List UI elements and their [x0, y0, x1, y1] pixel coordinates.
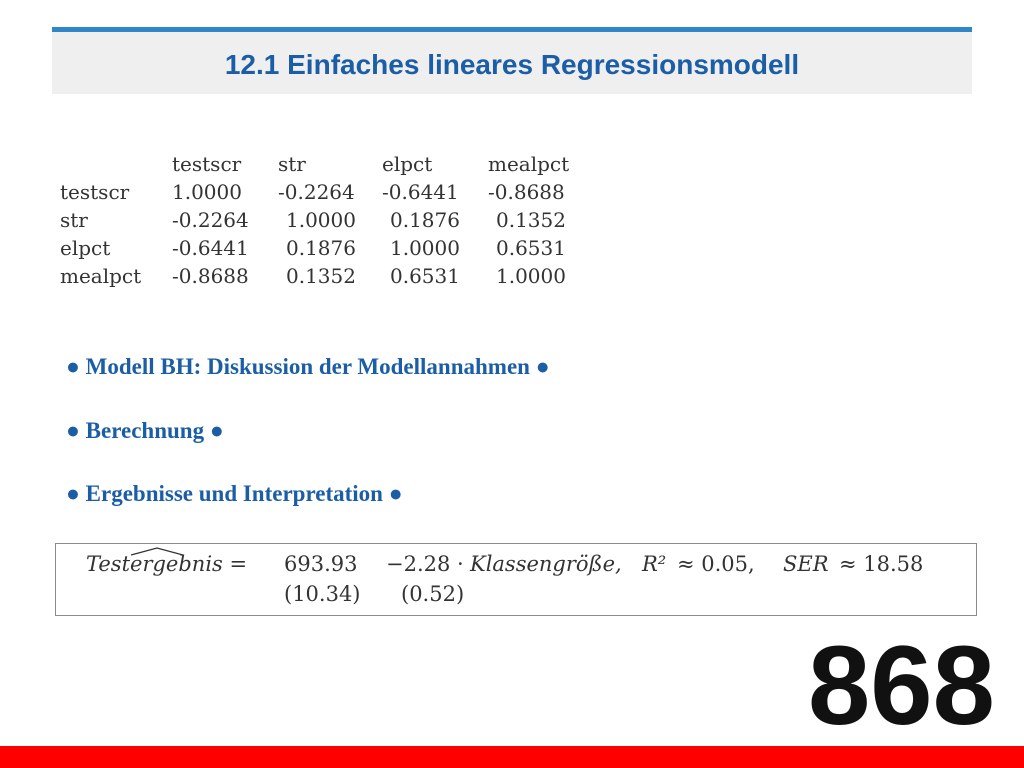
table-cell: 1.0000 — [496, 264, 566, 288]
slide-title: 12.1 Einfaches lineares Regressionsmodel… — [224, 49, 800, 80]
table-cell: 1.0000 — [286, 208, 356, 232]
regressor-name: Klassengröße, — [470, 552, 622, 576]
header-cell: mealpct — [488, 152, 570, 176]
row-label: elpct — [60, 236, 111, 260]
r-squared-value: ≈ 0.05, — [677, 552, 755, 576]
table-cell: -0.6441 — [172, 236, 249, 260]
row-label: str — [60, 208, 88, 232]
header-cell: testscr — [172, 152, 242, 176]
bullet-model-assumptions[interactable]: ● Modell BH: Diskussion der Modellannahm… — [66, 354, 550, 379]
table-cell: 1.0000 — [172, 180, 242, 204]
table-row: mealpct -0.8688 0.1352 0.6531 1.0000 — [60, 262, 578, 290]
footer-bar — [0, 746, 1024, 768]
header-cell: elpct — [382, 152, 433, 176]
equation-lhs: Testergebnis = — [86, 547, 247, 576]
table-cell: 0.1352 — [496, 208, 566, 232]
table-cell: -0.8688 — [488, 180, 565, 204]
intercept-standard-error: (10.34) — [284, 582, 361, 606]
header-cell: str — [278, 152, 306, 176]
table-cell: 1.0000 — [390, 236, 460, 260]
table-cell: 0.1352 — [286, 264, 356, 288]
row-label: mealpct — [60, 264, 142, 288]
title-bar: 12.1 Einfaches lineares Regressionsmodel… — [52, 27, 972, 94]
hat-accent-icon — [130, 547, 184, 556]
table-cell: 0.6531 — [390, 264, 460, 288]
table-cell: -0.2264 — [172, 208, 249, 232]
bullet-calculation[interactable]: ● Berechnung ● — [66, 418, 224, 443]
table-cell: 0.6531 — [496, 236, 566, 260]
table-cell: 0.1876 — [286, 236, 356, 260]
ser-symbol: SER — [783, 552, 829, 576]
slope-standard-error: (0.52) — [401, 582, 465, 606]
table-cell: 0.1876 — [390, 208, 460, 232]
slide-number: 868 — [808, 623, 995, 748]
row-label: testscr — [60, 180, 130, 204]
table-cell: -0.6441 — [382, 180, 459, 204]
table-row: testscr 1.0000 -0.2264 -0.6441 -0.8688 — [60, 178, 578, 206]
table-cell: -0.2264 — [278, 180, 355, 204]
r-squared-symbol: R² — [642, 552, 667, 576]
correlation-table: testscr str elpct mealpct testscr 1.0000… — [60, 150, 578, 290]
intercept-value: 693.93 — [284, 552, 358, 576]
table-row: elpct -0.6441 0.1876 1.0000 0.6531 — [60, 234, 578, 262]
slope-term: −2.28 · — [386, 552, 464, 576]
table-header-row: testscr str elpct mealpct — [60, 150, 578, 178]
table-cell: -0.8688 — [172, 264, 249, 288]
table-row: str -0.2264 1.0000 0.1876 0.1352 — [60, 206, 578, 234]
bullet-results-interpretation[interactable]: ● Ergebnisse und Interpretation ● — [66, 481, 403, 506]
regression-equation-box: Testergebnis = 693.93 −2.28 · Klassengrö… — [55, 543, 977, 616]
ser-value: ≈ 18.58 — [839, 552, 924, 576]
header-cell — [60, 150, 172, 178]
